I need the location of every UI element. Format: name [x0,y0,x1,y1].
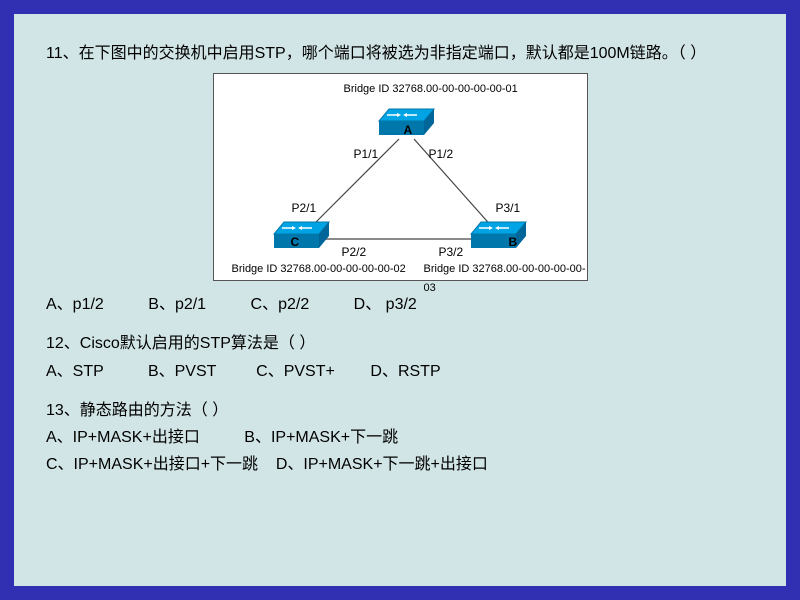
question-11-options: A、p1/2 B、p2/1 C、p2/2 D、 p3/2 [46,291,754,318]
question-13: 13、静态路由的方法（ ） A、IP+MASK+出接口 B、IP+MASK+下一… [46,397,754,479]
bridge-id-c: Bridge ID 32768.00-00-00-00-00-02 [232,260,406,279]
question-13-text: 13、静态路由的方法（ ） [46,397,754,424]
diagram-svg [214,74,589,282]
question-12-text: 12、Cisco默认启用的STP算法是（ ） [46,330,754,357]
diagram-wrapper: Bridge ID 32768.00-00-00-00-00-01 Bridge… [46,73,754,281]
question-11-text: 11、在下图中的交换机中启用STP，哪个端口将被选为非指定端口，默认都是100M… [46,40,754,67]
port-p31: P3/1 [496,198,521,218]
switch-a-label: A [404,120,413,140]
port-p11: P1/1 [354,144,379,164]
port-p32: P3/2 [439,242,464,262]
port-p22: P2/2 [342,242,367,262]
switch-c-label: C [291,232,300,252]
port-p21: P2/1 [292,198,317,218]
network-diagram: Bridge ID 32768.00-00-00-00-00-01 Bridge… [213,73,588,281]
question-12: 12、Cisco默认启用的STP算法是（ ） A、STP B、PVST C、PV… [46,330,754,384]
bridge-id-a: Bridge ID 32768.00-00-00-00-00-01 [344,80,518,99]
question-13-options-line2: C、IP+MASK+出接口+下一跳 D、IP+MASK+下一跳+出接口 [46,451,754,478]
port-p12: P1/2 [429,144,454,164]
bridge-id-b: Bridge ID 32768.00-00-00-00-00-03 [424,260,587,297]
question-12-options: A、STP B、PVST C、PVST+ D、RSTP [46,358,754,385]
slide-container: 11、在下图中的交换机中启用STP，哪个端口将被选为非指定端口，默认都是100M… [14,14,786,586]
question-13-options-line1: A、IP+MASK+出接口 B、IP+MASK+下一跳 [46,424,754,451]
switch-b-label: B [509,232,518,252]
